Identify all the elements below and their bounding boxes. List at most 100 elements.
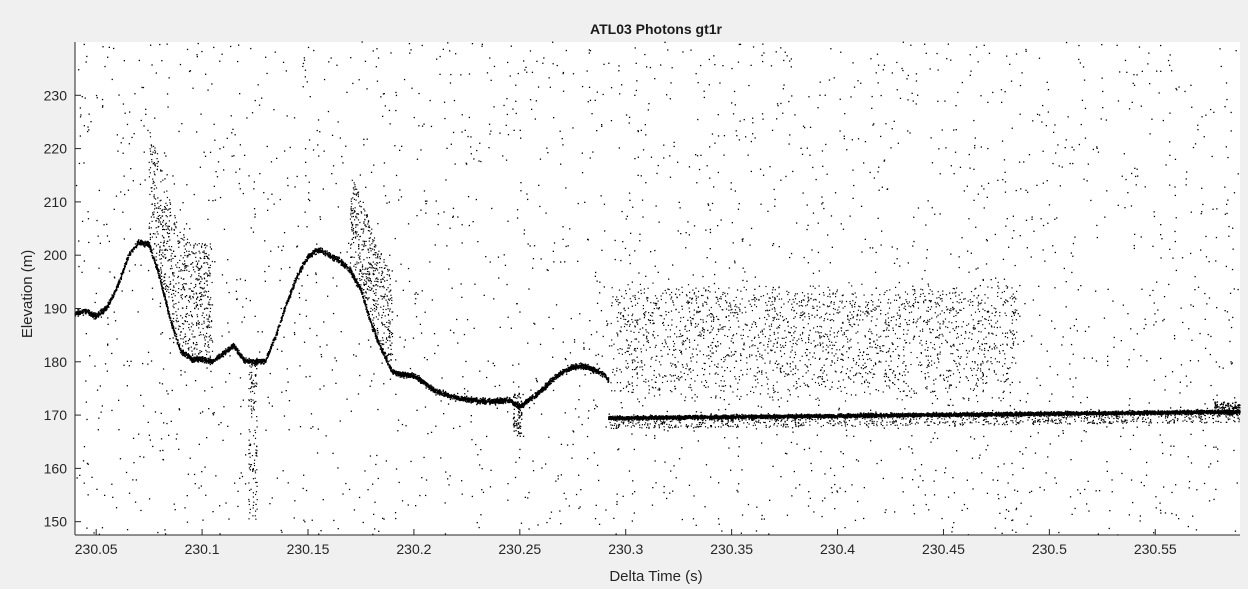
photon-point	[370, 346, 371, 347]
photon-point	[219, 148, 220, 149]
photon-point	[780, 476, 781, 477]
photon-point	[159, 382, 160, 383]
photon-point	[374, 502, 375, 503]
photon-point	[729, 267, 730, 268]
photon-point	[164, 529, 165, 530]
photon-point	[1163, 120, 1164, 121]
photon-point	[822, 166, 823, 167]
photon-point	[1012, 530, 1013, 531]
photon-point	[1198, 287, 1199, 288]
photon-point	[1009, 64, 1010, 65]
photon-point	[832, 247, 833, 248]
photon-point	[954, 426, 955, 427]
photon-point	[441, 377, 442, 378]
photon-point	[299, 297, 300, 298]
photon-point	[986, 343, 987, 344]
photon-point	[561, 474, 562, 475]
photon-point	[1195, 143, 1196, 144]
photon-point	[1154, 216, 1155, 217]
photon-point	[325, 255, 326, 256]
photon-point	[464, 388, 465, 389]
photon-point	[1146, 475, 1147, 476]
photon-point	[223, 169, 224, 170]
photon-point	[287, 368, 288, 369]
photon-point	[600, 375, 601, 376]
photon-point	[507, 221, 508, 222]
photon-point	[768, 413, 769, 414]
photon-point	[425, 312, 426, 313]
photon-point	[957, 92, 958, 93]
photon-point	[927, 324, 928, 325]
photon-point	[436, 59, 437, 60]
photon-point	[283, 337, 284, 338]
photon-point	[222, 274, 223, 275]
photon-point	[735, 104, 736, 105]
photon-point	[992, 92, 993, 93]
photon-point	[1042, 105, 1043, 106]
photon-point	[411, 88, 412, 89]
photon-point	[758, 351, 759, 352]
photon-point	[730, 470, 731, 471]
photon-point	[638, 157, 639, 158]
photon-point	[866, 366, 867, 367]
photon-point	[595, 272, 596, 273]
photon-point	[390, 52, 391, 53]
photon-point	[869, 383, 870, 384]
photon-point	[1062, 166, 1063, 167]
photon-point	[165, 155, 166, 156]
photon-point	[241, 472, 242, 473]
photon-point	[1039, 58, 1040, 59]
photon-point	[132, 290, 133, 291]
photon-point	[465, 361, 466, 362]
photon-point	[176, 434, 177, 435]
photon-point	[326, 435, 327, 436]
photon-point	[335, 383, 336, 384]
photon-point	[1084, 358, 1085, 359]
photon-point	[440, 56, 441, 57]
photon-point	[217, 176, 218, 177]
photon-point	[481, 489, 482, 490]
photon-point	[1141, 236, 1142, 237]
photon-point	[1237, 482, 1238, 483]
photon-point	[824, 473, 825, 474]
photon-point	[1088, 326, 1089, 327]
photon-point	[534, 403, 535, 404]
photon-point	[1030, 436, 1031, 437]
photon-point	[690, 50, 691, 51]
photon-point	[676, 378, 677, 379]
photon-point	[1002, 179, 1003, 180]
photon-point	[462, 242, 463, 243]
photon-point	[281, 351, 282, 352]
photon-point	[938, 361, 939, 362]
photon-point	[503, 105, 504, 106]
photon-point	[1199, 333, 1200, 334]
photon-point	[188, 474, 189, 475]
photon-point	[1204, 483, 1205, 484]
photon-point	[148, 422, 149, 423]
photon-point	[341, 331, 342, 332]
photon-point	[533, 470, 534, 471]
photon-point	[840, 451, 841, 452]
photon-point	[458, 396, 459, 397]
photon-point	[987, 148, 988, 149]
photon-point	[477, 454, 478, 455]
photon-point	[940, 213, 941, 214]
photon-point	[1139, 46, 1140, 47]
photon-point	[111, 294, 112, 295]
photon-point	[897, 248, 898, 249]
photon-point	[1217, 461, 1218, 462]
photon-point	[214, 412, 215, 413]
photon-point	[346, 399, 347, 400]
photon-point	[195, 483, 196, 484]
photon-point	[380, 279, 381, 280]
photon-point	[751, 228, 752, 229]
photon-point	[617, 449, 618, 450]
photon-point	[737, 491, 738, 492]
photon-point	[1149, 402, 1150, 403]
photon-point	[1066, 281, 1067, 282]
photon-point	[136, 479, 137, 480]
photon-point	[160, 450, 161, 451]
photon-point	[470, 136, 471, 137]
photon-point	[373, 373, 374, 374]
photon-point	[758, 406, 759, 407]
